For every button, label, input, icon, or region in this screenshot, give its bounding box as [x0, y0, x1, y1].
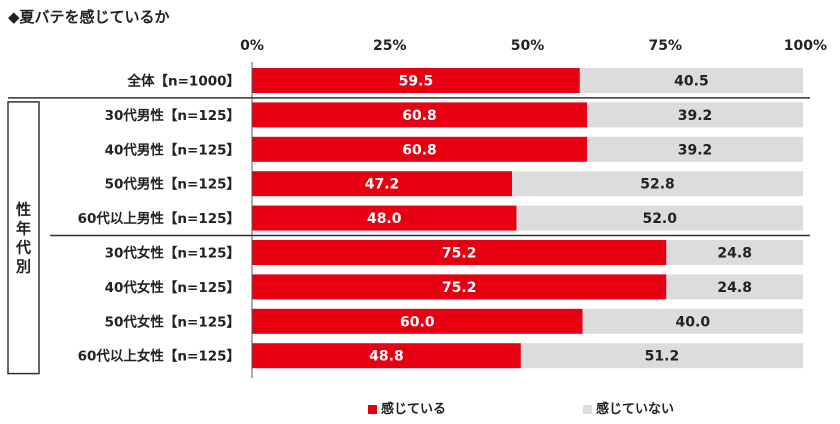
bar-segment-s2	[587, 136, 803, 162]
data-label-s1: 75.2	[442, 246, 477, 262]
row-label: 30代女性【n=125】	[105, 245, 240, 262]
bar-segment-s1	[252, 274, 667, 300]
bar-segment-s1	[252, 240, 667, 265]
group-label-char: 別	[15, 257, 31, 275]
row-label: 30代男性【n=125】	[105, 107, 240, 124]
bar-segment-s2	[579, 68, 803, 93]
data-label-s2: 40.0	[676, 314, 711, 330]
bar-segment-s2	[516, 205, 803, 231]
legend-swatch-s2	[583, 405, 592, 414]
data-label-s1: 60.8	[402, 142, 437, 158]
data-label-s1: 48.0	[367, 211, 402, 227]
data-label-s1: 60.8	[402, 108, 437, 124]
bar-segment-s1	[252, 343, 521, 369]
row-label: 50代女性【n=125】	[105, 313, 240, 330]
bar-segment-s1	[252, 171, 513, 197]
legend-swatch-s1	[368, 405, 377, 414]
bar-segment-s2	[520, 343, 803, 369]
data-label-s2: 52.8	[640, 177, 675, 193]
group-label-char: 代	[15, 238, 31, 256]
bar-segment-s2	[666, 240, 803, 265]
data-label-s2: 51.2	[645, 349, 680, 365]
data-label-s1: 48.8	[369, 349, 404, 365]
legend-label-s2: 感じていない	[596, 402, 675, 417]
x-tick-label: 75%	[648, 38, 682, 54]
bar-segment-s2	[582, 308, 803, 334]
group-label-char: 年	[16, 219, 31, 237]
legend-item-s1: 感じている	[368, 398, 446, 417]
group-label-char: 性	[16, 200, 31, 218]
x-tick-label: 0%	[240, 38, 264, 54]
x-tick-label: 25%	[373, 38, 407, 54]
bar-segment-s2	[512, 171, 803, 197]
data-label-s2: 52.0	[642, 211, 677, 227]
bar-segment-s1	[252, 308, 583, 334]
chart-title: ◆夏バテを感じているか	[8, 8, 170, 26]
legend-label-s1: 感じている	[381, 402, 447, 417]
row-label: 40代男性【n=125】	[105, 141, 240, 158]
legend-item-s2: 感じていない	[583, 398, 674, 417]
row-label: 60代以上男性【n=125】	[78, 210, 240, 227]
bar-segment-s2	[666, 274, 803, 300]
bar-segment-s1	[252, 102, 588, 128]
data-label-s2: 39.2	[678, 142, 713, 158]
data-label-s2: 40.5	[674, 74, 709, 90]
data-label-s2: 39.2	[678, 108, 713, 124]
bar-segment-s1	[252, 136, 588, 162]
data-label-s1: 59.5	[399, 74, 434, 90]
group-box	[7, 101, 40, 375]
data-label-s1: 47.2	[365, 177, 400, 193]
data-label-s2: 24.8	[717, 280, 752, 296]
data-label-s1: 60.0	[400, 314, 435, 330]
row-label: 全体【n=1000】	[127, 73, 241, 90]
row-label: 40代女性【n=125】	[105, 279, 240, 296]
data-label-s2: 24.8	[717, 246, 752, 262]
data-label-s1: 75.2	[442, 280, 477, 296]
bar-segment-s1	[252, 68, 580, 93]
x-tick-label: 100%	[784, 38, 827, 54]
row-label: 50代男性【n=125】	[105, 176, 240, 193]
bar-segment-s2	[587, 102, 803, 128]
x-tick-label: 50%	[511, 38, 545, 54]
row-label: 60代以上女性【n=125】	[78, 348, 240, 365]
bar-segment-s1	[252, 205, 517, 231]
